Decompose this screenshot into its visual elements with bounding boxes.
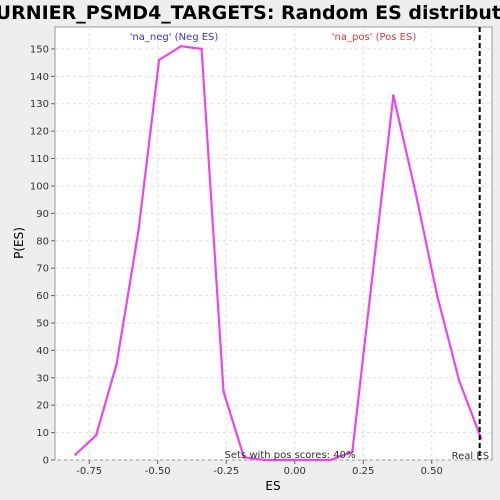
data-point (115, 362, 118, 366)
y-tick-label: 50 (36, 318, 49, 329)
y-tick-label: 110 (30, 154, 49, 165)
real-es-marker-group: Real ES 0.7 (452, 27, 500, 462)
data-point (74, 453, 77, 456)
y-tick-label: 130 (30, 99, 49, 110)
x-tick-label: -0.75 (76, 466, 102, 477)
y-tick-label: 0 (43, 456, 49, 467)
y-tick-label: 150 (30, 44, 49, 55)
data-point (457, 379, 461, 382)
pos-scores-annotation: Sets with pos scores: 40% (225, 450, 356, 461)
x-tick-label: 0.50 (421, 466, 443, 477)
plot-area (54, 26, 493, 461)
data-point (157, 58, 161, 62)
data-point (329, 458, 332, 462)
data-point (370, 283, 373, 286)
data-point (283, 458, 287, 462)
x-tick-label: -0.50 (145, 466, 171, 477)
grid (55, 27, 492, 461)
data-point (137, 228, 140, 232)
data-point (435, 294, 439, 297)
data-point (304, 458, 307, 462)
y-axis: 0 10 20 30 40 50 60 70 80 90 100 110 120 130 140 150 (30, 44, 55, 467)
y-tick-label: 20 (36, 401, 49, 412)
data-point (94, 434, 98, 437)
y-tick-label: 100 (30, 181, 49, 192)
series (74, 44, 483, 462)
y-tick-label: 80 (36, 236, 49, 247)
data-point (263, 458, 266, 462)
x-tick-label: 0.00 (284, 466, 306, 477)
data-point (392, 94, 395, 97)
y-tick-label: 70 (36, 264, 49, 275)
chart-title: GAURNIER_PSMD4_TARGETS: Random ES distri… (0, 2, 500, 24)
data-point (350, 450, 354, 454)
data-point (200, 47, 203, 51)
pos-series-label: 'na_pos' (Pos ES) (332, 32, 417, 43)
es-distribution-line (74, 45, 483, 462)
data-point (222, 390, 225, 393)
y-axis-label: P(ES) (12, 227, 26, 259)
x-axis: -0.75 -0.50 -0.25 0.00 0.25 0.50 (76, 460, 443, 477)
data-point (242, 455, 246, 459)
y-tick-label: 120 (30, 127, 49, 138)
x-tick-label: -0.25 (213, 466, 239, 477)
data-point (413, 190, 417, 193)
x-axis-label: ES (265, 479, 280, 493)
y-tick-label: 60 (36, 291, 49, 302)
y-tick-label: 30 (36, 373, 49, 384)
data-point (179, 44, 183, 48)
real-es-label: Real ES 0.7 (452, 451, 500, 462)
x-tick-label: 0.25 (352, 466, 374, 477)
y-tick-label: 140 (30, 72, 49, 83)
neg-series-label: 'na_neg' (Neg ES) (130, 32, 219, 43)
y-tick-label: 10 (36, 428, 49, 439)
y-tick-label: 90 (36, 209, 49, 220)
y-tick-label: 40 (36, 346, 49, 357)
